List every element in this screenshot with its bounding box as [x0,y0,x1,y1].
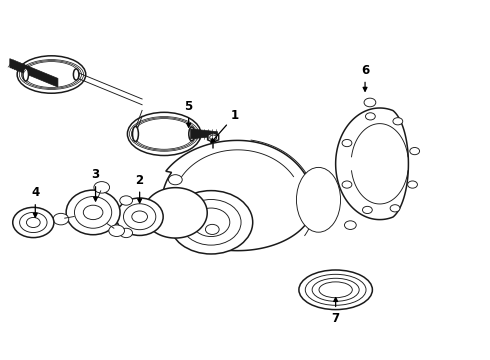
Ellipse shape [127,112,201,156]
Ellipse shape [170,191,253,254]
Polygon shape [191,129,218,139]
Text: 7: 7 [332,298,340,325]
Ellipse shape [66,190,120,235]
Circle shape [53,213,69,225]
Circle shape [363,206,372,213]
Polygon shape [144,188,207,238]
Circle shape [205,224,219,234]
Text: 4: 4 [31,186,39,217]
Circle shape [169,175,182,185]
Circle shape [109,225,124,237]
Ellipse shape [296,167,341,232]
Circle shape [364,98,376,107]
Circle shape [94,181,110,193]
Circle shape [390,205,400,212]
Polygon shape [208,133,219,142]
Circle shape [410,148,419,155]
Circle shape [342,181,352,188]
Ellipse shape [132,126,138,141]
Ellipse shape [189,127,195,141]
Polygon shape [10,59,58,87]
Circle shape [408,181,417,188]
Circle shape [132,224,146,234]
Text: 6: 6 [361,64,369,91]
Ellipse shape [120,196,132,205]
Circle shape [344,221,356,229]
Ellipse shape [299,270,372,310]
Circle shape [393,118,403,125]
Ellipse shape [116,198,163,235]
Text: 5: 5 [185,100,193,127]
Text: 1: 1 [211,109,239,143]
Polygon shape [336,108,409,220]
Polygon shape [162,140,314,251]
Text: 2: 2 [136,174,144,203]
Ellipse shape [120,228,132,238]
Text: 3: 3 [92,168,99,201]
Circle shape [13,207,54,238]
Ellipse shape [23,68,28,81]
Ellipse shape [74,69,79,80]
Ellipse shape [17,56,86,93]
Circle shape [342,139,352,147]
Circle shape [366,113,375,120]
